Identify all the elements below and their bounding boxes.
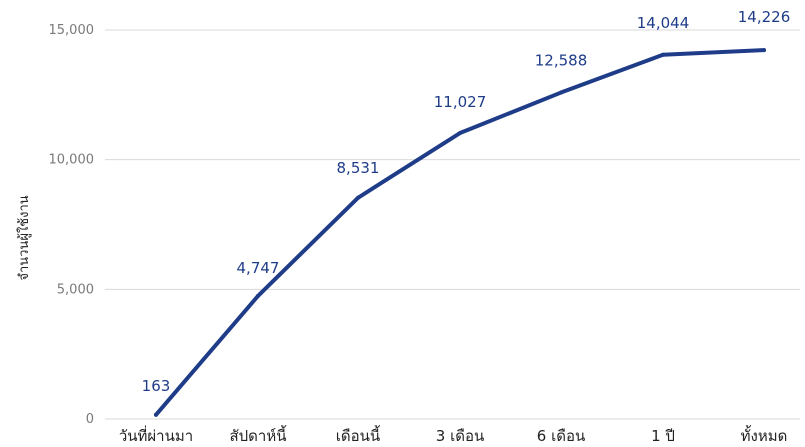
- data-point: [661, 52, 665, 57]
- y-tick-label: 10,000: [49, 153, 95, 168]
- data-label: 11,027: [434, 93, 487, 111]
- label-layer: 163 4,747 8,531 11,027 12,588 14,044 14,226: [142, 8, 791, 395]
- data-label: 14,044: [637, 14, 690, 32]
- y-axis-title: จำนวนผู้ใช้งาน: [16, 195, 32, 280]
- x-tick-label: เดือนนี้: [336, 425, 381, 445]
- data-label: 8,531: [337, 159, 380, 177]
- y-tick-label: 5,000: [57, 282, 94, 297]
- data-point: [256, 293, 260, 298]
- x-tick-label: 6 เดือน: [537, 427, 585, 445]
- line-layer: [154, 48, 766, 417]
- x-tick-label: ทั้งหมด: [741, 425, 788, 445]
- y-tick-label: 0: [86, 412, 94, 427]
- data-label: 14,226: [738, 8, 791, 26]
- data-point: [762, 48, 766, 53]
- grid-layer: [105, 29, 800, 420]
- x-tick-label: สัปดาห์นี้: [230, 425, 287, 445]
- x-tick-label: วันที่ผ่านมา: [119, 425, 193, 445]
- axis-layer: 0 5,000 10,000 15,000 วันที่ผ่านมา สัปดาห์นี้…: [49, 23, 788, 445]
- data-point: [458, 131, 462, 136]
- data-point: [356, 195, 360, 200]
- data-label: 4,747: [237, 259, 280, 277]
- y-tick-label: 15,000: [49, 23, 95, 38]
- data-label: 163: [142, 377, 171, 395]
- data-point: [154, 412, 158, 417]
- x-tick-label: 3 เดือน: [436, 427, 484, 445]
- data-label: 12,588: [535, 52, 588, 70]
- x-tick-label: 1 ปี: [651, 427, 675, 445]
- data-point: [559, 90, 563, 95]
